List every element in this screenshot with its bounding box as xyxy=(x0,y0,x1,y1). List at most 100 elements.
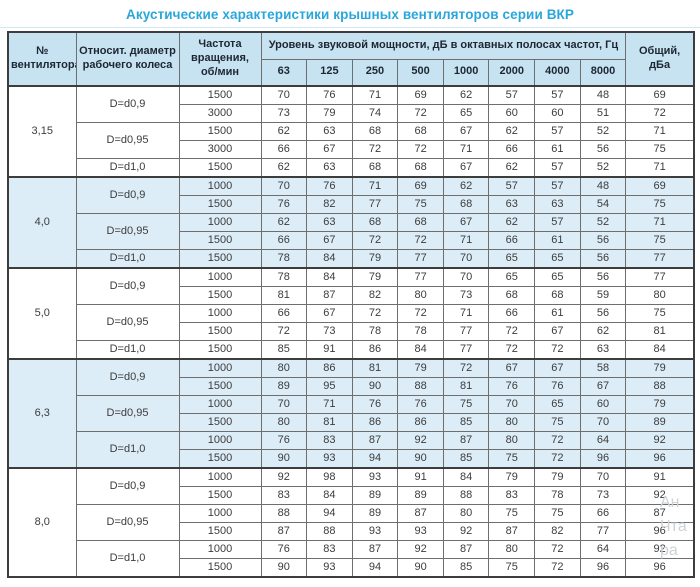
spl-value-cell: 77 xyxy=(397,267,444,287)
total-dba-cell: 75 xyxy=(625,231,695,250)
diameter-cell: D=d0,95 xyxy=(75,504,180,541)
spl-value-cell: 90 xyxy=(351,377,399,396)
spl-value-cell: 75 xyxy=(488,449,536,469)
spl-value-cell: 73 xyxy=(260,104,308,123)
spl-value-cell: 90 xyxy=(397,558,444,578)
total-dba-cell: 89 xyxy=(625,413,695,432)
spl-value-cell: 90 xyxy=(397,449,444,469)
table-header: № вентилятора Относит. диаметр рабочего … xyxy=(7,31,695,87)
spl-value-cell: 76 xyxy=(260,540,308,559)
spl-value-cell: 70 xyxy=(260,176,308,196)
table-row: 3,15 D=d0,9 1500 70 76 71 69 62 57 57 48 69 xyxy=(7,85,695,178)
spl-value-cell: 96 xyxy=(579,449,627,469)
fan-number-cell: 3,15 xyxy=(7,85,77,178)
spl-value-cell: 79 xyxy=(351,267,399,287)
spl-value-cell: 68 xyxy=(397,158,444,178)
spl-value-cell: 56 xyxy=(579,249,627,269)
spl-value-cell: 57 xyxy=(534,85,581,105)
col-header-sound-power-span: Уровень звуковой мощности, дБ в октавных… xyxy=(260,31,627,60)
rpm-cell: 1500 xyxy=(178,340,262,360)
rpm-cell: 1500 xyxy=(178,449,262,469)
spl-value-cell: 72 xyxy=(351,140,399,159)
spl-value-cell: 87 xyxy=(442,431,490,450)
spl-value-cell: 80 xyxy=(260,413,308,432)
spl-value-cell: 78 xyxy=(351,322,399,341)
spl-value-cell: 87 xyxy=(351,431,399,450)
total-dba-cell: 75 xyxy=(625,140,695,159)
spl-value-cell: 62 xyxy=(488,213,536,232)
diameter-cell: D=d0,9 xyxy=(75,267,180,305)
spl-value-cell: 73 xyxy=(442,286,490,305)
spl-value-cell: 67 xyxy=(442,122,490,141)
spl-value-cell: 72 xyxy=(534,431,581,450)
spl-value-cell: 84 xyxy=(397,340,444,360)
spl-value-cell: 77 xyxy=(351,195,399,214)
col-header-total-dba: Общий, дБа xyxy=(625,31,695,87)
spl-value-cell: 84 xyxy=(306,249,353,269)
spl-value-cell: 62 xyxy=(488,158,536,178)
table-row: 1500 90 93 94 90 85 75 72 96 96 xyxy=(8,449,695,469)
spl-value-cell: 75 xyxy=(397,195,444,214)
col-header-freq-63: 63 xyxy=(260,58,308,87)
spl-value-cell: 92 xyxy=(260,467,308,487)
spl-value-cell: 62 xyxy=(579,322,627,341)
spl-value-cell: 91 xyxy=(397,467,444,487)
spl-value-cell: 66 xyxy=(488,140,536,159)
spl-value-cell: 85 xyxy=(260,340,308,360)
spl-value-cell: 87 xyxy=(442,540,490,559)
spl-value-cell: 63 xyxy=(534,195,581,214)
table-row: 1500 90 93 94 90 85 75 72 96 96 xyxy=(8,558,695,578)
total-dba-cell: 96 xyxy=(625,449,695,469)
spl-value-cell: 66 xyxy=(260,140,308,159)
spl-value-cell: 78 xyxy=(260,267,308,287)
title-divider xyxy=(0,27,700,28)
spl-value-cell: 87 xyxy=(260,522,308,541)
spl-value-cell: 94 xyxy=(351,558,399,578)
spl-value-cell: 67 xyxy=(306,140,353,159)
spl-value-cell: 93 xyxy=(351,467,399,487)
total-dba-cell: 79 xyxy=(625,395,695,414)
spl-value-cell: 52 xyxy=(579,158,627,178)
spl-value-cell: 70 xyxy=(488,395,536,414)
col-header-freq-4000: 4000 xyxy=(534,58,581,87)
total-dba-cell: 91 xyxy=(625,467,695,487)
spl-value-cell: 96 xyxy=(579,558,627,578)
spl-value-cell: 86 xyxy=(397,413,444,432)
col-header-rotation-freq: Частота вращения, об/мин xyxy=(178,31,262,87)
spl-value-cell: 62 xyxy=(260,213,308,232)
spl-value-cell: 60 xyxy=(579,395,627,414)
spl-value-cell: 57 xyxy=(534,158,581,178)
spl-value-cell: 62 xyxy=(260,158,308,178)
spl-value-cell: 63 xyxy=(306,158,353,178)
spl-value-cell: 85 xyxy=(442,413,490,432)
spl-value-cell: 66 xyxy=(488,231,536,250)
spl-value-cell: 64 xyxy=(579,431,627,450)
spl-value-cell: 68 xyxy=(534,286,581,305)
spl-value-cell: 75 xyxy=(488,504,536,523)
rpm-cell: 1500 xyxy=(178,249,262,269)
spl-value-cell: 85 xyxy=(442,449,490,469)
spl-value-cell: 80 xyxy=(488,431,536,450)
spl-value-cell: 67 xyxy=(306,304,353,323)
spl-value-cell: 84 xyxy=(442,467,490,487)
table-row: 3000 66 67 72 72 71 66 61 56 75 xyxy=(8,140,695,159)
spl-value-cell: 70 xyxy=(260,395,308,414)
spl-value-cell: 72 xyxy=(534,449,581,469)
spl-value-cell: 65 xyxy=(488,249,536,269)
col-header-freq-125: 125 xyxy=(306,58,353,87)
spl-value-cell: 68 xyxy=(397,213,444,232)
rpm-cell: 1500 xyxy=(178,231,262,250)
rpm-cell: 1000 xyxy=(178,213,262,232)
spl-value-cell: 85 xyxy=(442,558,490,578)
spl-value-cell: 84 xyxy=(306,486,353,505)
diameter-cell: D=d1,0 xyxy=(75,249,180,269)
rpm-cell: 1500 xyxy=(178,286,262,305)
col-header-freq-2000: 2000 xyxy=(488,58,536,87)
spl-value-cell: 95 xyxy=(306,377,353,396)
table-row: 1500 66 67 72 72 71 66 61 56 75 xyxy=(8,231,695,250)
diameter-cell: D=d0,95 xyxy=(75,213,180,250)
table-row: 1500 87 88 93 93 92 87 82 77 96 xyxy=(8,522,695,541)
spl-value-cell: 51 xyxy=(579,104,627,123)
total-dba-cell: 69 xyxy=(625,85,695,105)
table-row: 1500 81 87 82 80 73 68 68 59 80 xyxy=(8,286,695,305)
